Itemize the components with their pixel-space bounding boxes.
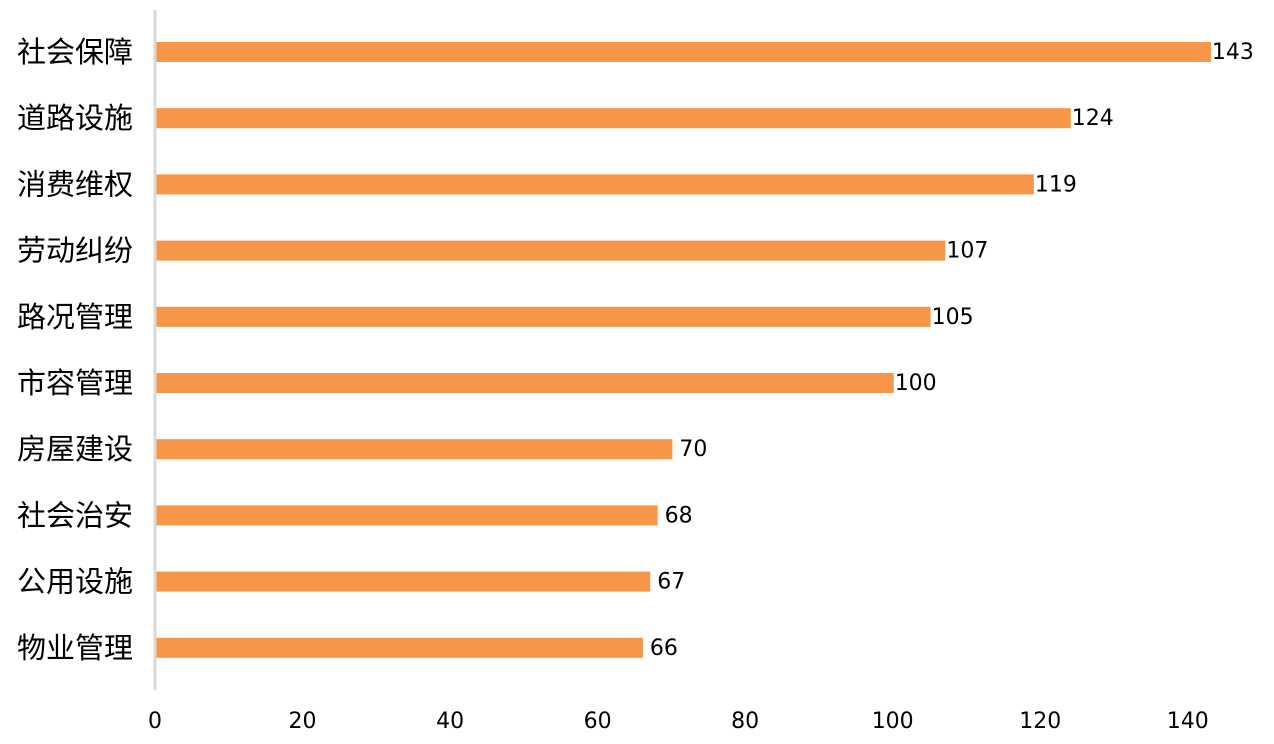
- data-label: 105: [932, 305, 974, 330]
- x-tick-label: 140: [1167, 709, 1209, 734]
- bar: [156, 306, 931, 327]
- bar: [156, 42, 1211, 62]
- bar: [156, 637, 643, 658]
- bar: [156, 439, 673, 460]
- x-tick-label: 100: [872, 709, 914, 734]
- x-tick-label: 0: [148, 709, 162, 734]
- bar: [156, 108, 1071, 129]
- data-label: 124: [1072, 106, 1114, 131]
- data-label: 119: [1035, 172, 1077, 197]
- category-label: 公用设施: [17, 565, 133, 599]
- x-tick-label: 40: [436, 709, 464, 734]
- bar: [156, 174, 1034, 195]
- value-labels: 143 124 119 107 105 100 70 68 67 66: [650, 40, 1254, 661]
- category-label: 路况管理: [17, 300, 133, 334]
- data-label: 143: [1212, 40, 1254, 65]
- category-label: 道路设施: [17, 101, 133, 135]
- category-label: 房屋建设: [17, 432, 133, 466]
- x-tick-label: 120: [1019, 709, 1061, 734]
- bar: [156, 373, 894, 393]
- data-label: 68: [665, 503, 693, 528]
- data-label: 67: [657, 570, 685, 595]
- category-label: 社会保障: [17, 35, 133, 69]
- bars-layer: [156, 42, 1211, 658]
- bar: [156, 505, 658, 526]
- x-tick-label: 20: [289, 709, 317, 734]
- data-label: 107: [946, 239, 988, 264]
- data-label: 70: [679, 437, 707, 462]
- category-label: 物业管理: [17, 631, 133, 665]
- category-label: 消费维权: [17, 167, 133, 201]
- data-label: 66: [650, 636, 678, 661]
- category-label: 市容管理: [17, 366, 133, 400]
- bar: [156, 571, 651, 592]
- x-tick-label: 80: [731, 709, 759, 734]
- x-tick-label: 60: [584, 709, 612, 734]
- category-label: 社会治安: [17, 498, 133, 532]
- category-label: 劳动纠纷: [17, 234, 133, 268]
- bar: [156, 240, 946, 261]
- x-axis-tick-labels: 0 20 40 60 80 100 120 140: [148, 709, 1209, 734]
- data-label: 100: [895, 371, 937, 396]
